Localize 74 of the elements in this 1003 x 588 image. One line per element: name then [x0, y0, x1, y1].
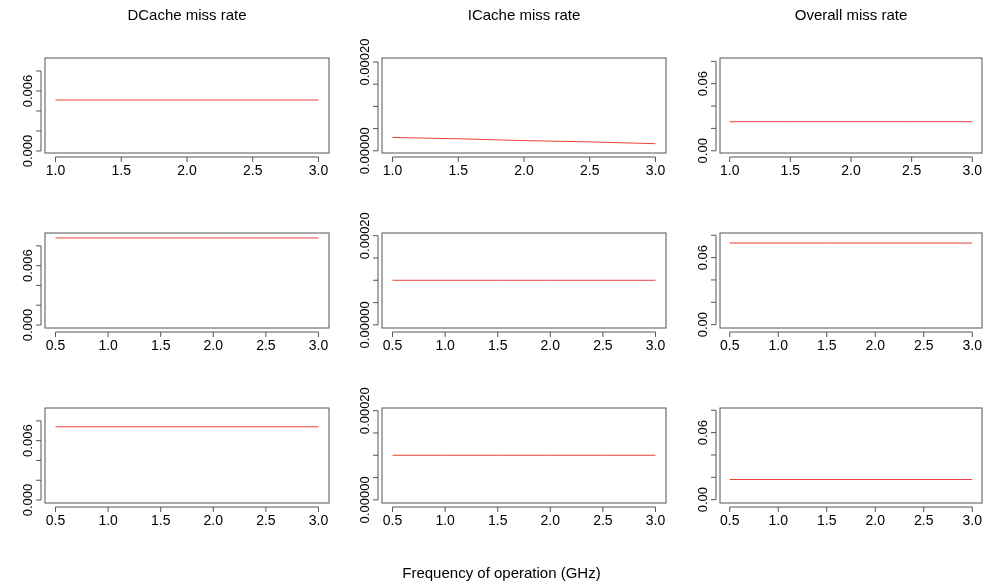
x-tick-label: 1.5: [150, 337, 171, 353]
x-tick-label: 2.5: [580, 162, 600, 178]
x-tick-label: 3.0: [308, 337, 329, 353]
chart-title: ICache miss rate: [467, 6, 581, 23]
x-tick-label: 0.5: [382, 512, 403, 528]
y-tick-label: 0.06: [695, 419, 710, 446]
y-tick-label: 0.06: [695, 244, 710, 271]
x-tick-label: 2.5: [593, 512, 613, 528]
x-tick-label: 3.0: [645, 337, 666, 353]
x-tick-label: 2.5: [914, 512, 934, 528]
x-tick-label: 1.5: [150, 512, 171, 528]
x-tick-label: 1.0: [98, 337, 119, 353]
y-tick-label: 0.006: [20, 424, 35, 457]
x-tick-label: 0.5: [719, 512, 740, 528]
x-tick-label: 0.5: [45, 337, 66, 353]
x-tick-label: 3.0: [308, 162, 329, 178]
y-tick-label: 0.06: [695, 71, 710, 97]
x-tick-label: 1.0: [768, 337, 789, 353]
y-tick-label: 0.000: [20, 483, 35, 517]
x-tick-label: 2.0: [540, 337, 561, 353]
x-tick-label: 1.5: [817, 337, 837, 353]
x-tick-label: 3.0: [962, 512, 983, 528]
x-tick-label: 1.5: [448, 162, 469, 178]
x-tick-label: 3.0: [962, 337, 983, 353]
y-tick-label: 0.00000: [357, 301, 372, 349]
x-tick-label: 2.5: [256, 337, 276, 353]
y-tick-label: 0.00020: [357, 387, 372, 435]
chart-title: Overall miss rate: [794, 6, 908, 23]
y-tick-label: 0.00000: [357, 127, 372, 175]
y-tick-label: 0.006: [20, 74, 35, 108]
x-tick-label: 0.5: [719, 337, 740, 353]
chart-title: DCache miss rate: [127, 6, 247, 23]
x-tick-label: 2.5: [256, 512, 276, 528]
x-tick-label: 1.0: [768, 512, 789, 528]
x-tick-label: 1.5: [111, 162, 132, 178]
x-tick-label: 2.0: [540, 512, 561, 528]
x-tick-label: 1.0: [45, 162, 66, 178]
x-tick-label: 2.0: [865, 337, 886, 353]
x-axis-title: Frequency of operation (GHz): [402, 564, 601, 581]
y-tick-label: 0.00000: [357, 476, 372, 524]
x-tick-label: 0.5: [382, 337, 403, 353]
x-tick-label: 2.5: [901, 162, 922, 178]
x-tick-label: 1.0: [435, 512, 456, 528]
x-tick-label: 3.0: [962, 162, 983, 178]
x-tick-label: 1.0: [435, 337, 456, 353]
x-tick-label: 1.5: [780, 162, 801, 178]
x-tick-label: 1.5: [487, 512, 508, 528]
x-tick-label: 1.5: [487, 337, 508, 353]
x-tick-label: 1.0: [98, 512, 119, 528]
x-tick-label: 2.0: [865, 512, 886, 528]
y-tick-label: 0.000: [20, 308, 35, 342]
x-tick-label: 0.5: [45, 512, 66, 528]
x-tick-label: 2.0: [177, 162, 197, 178]
x-tick-label: 1.0: [382, 162, 403, 178]
x-tick-label: 2.5: [243, 162, 263, 178]
y-tick-label: 0.00: [695, 311, 710, 338]
x-tick-label: 2.5: [593, 337, 613, 353]
x-tick-label: 1.0: [719, 162, 740, 178]
y-tick-label: 0.00020: [357, 38, 372, 86]
x-tick-label: 2.5: [914, 337, 934, 353]
x-tick-label: 2.0: [203, 337, 224, 353]
y-tick-label: 0.00: [695, 486, 710, 513]
y-tick-label: 0.00: [695, 138, 710, 164]
line-series: [392, 136, 656, 145]
x-tick-label: 2.0: [203, 512, 224, 528]
x-tick-label: 1.5: [817, 512, 837, 528]
x-tick-label: 2.0: [514, 162, 534, 178]
x-tick-label: 2.0: [841, 162, 861, 178]
x-tick-label: 3.0: [645, 512, 666, 528]
y-tick-label: 0.000: [20, 134, 35, 168]
x-tick-label: 3.0: [645, 162, 666, 178]
x-tick-label: 3.0: [308, 512, 329, 528]
y-tick-label: 0.00020: [357, 212, 372, 260]
y-tick-label: 0.006: [20, 249, 35, 282]
